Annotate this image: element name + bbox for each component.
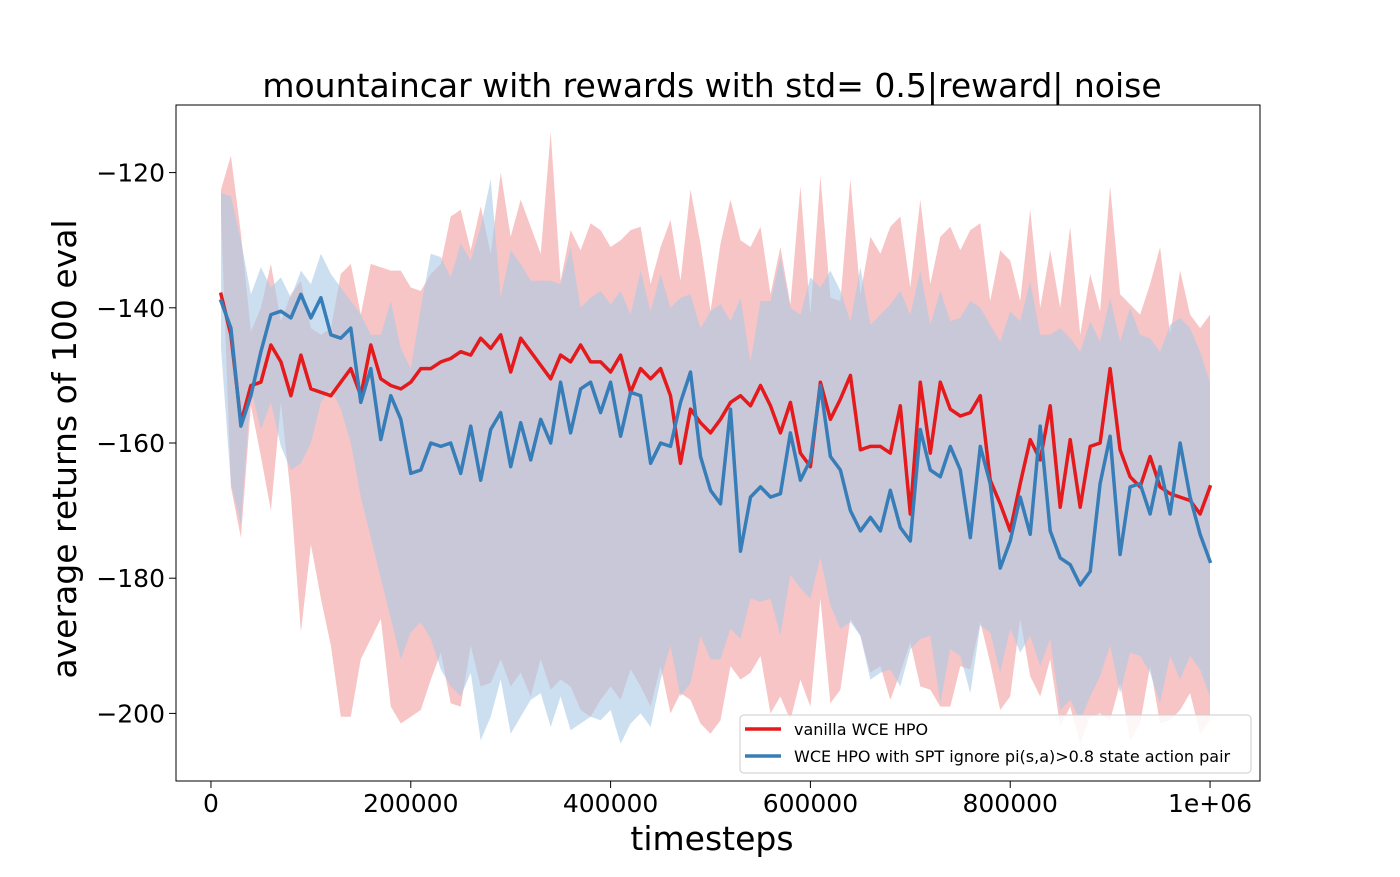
x-tick-label: 400000	[563, 789, 658, 818]
x-tick-label: 200000	[363, 789, 458, 818]
x-tick-label: 600000	[763, 789, 858, 818]
y-axis-label: average returns of 100 eval	[45, 219, 84, 678]
x-tick-label: 800000	[963, 789, 1058, 818]
legend-label-vanilla: vanilla WCE HPO	[794, 720, 928, 739]
line-vanilla	[218, 292, 1213, 533]
y-tick-label: −160	[96, 429, 165, 458]
confidence-bands	[221, 132, 1210, 744]
legend-box	[739, 714, 1252, 774]
y-tick-label: −200	[96, 699, 165, 728]
y-tick-label: −120	[96, 159, 165, 188]
legend-label-spt: WCE HPO with SPT ignore pi(s,a)>0.8 stat…	[794, 747, 1231, 766]
legend: vanilla WCE HPO WCE HPO with SPT ignore …	[739, 714, 1252, 774]
x-axis-ticks: 0 200000 400000 600000 800000 1e+06	[203, 781, 1252, 818]
x-axis-label: timesteps	[630, 819, 793, 858]
y-axis-ticks: −200 −180 −160 −140 −120	[96, 159, 176, 728]
chart-title: mountaincar with rewards with std= 0.5|r…	[262, 66, 1161, 105]
x-tick-label: 1e+06	[1168, 789, 1252, 818]
line-spt	[218, 292, 1213, 587]
series-lines	[218, 292, 1213, 587]
x-tick-label: 0	[203, 789, 219, 818]
band-spt	[221, 179, 1210, 744]
y-tick-label: −140	[96, 294, 165, 323]
y-tick-label: −180	[96, 564, 165, 593]
